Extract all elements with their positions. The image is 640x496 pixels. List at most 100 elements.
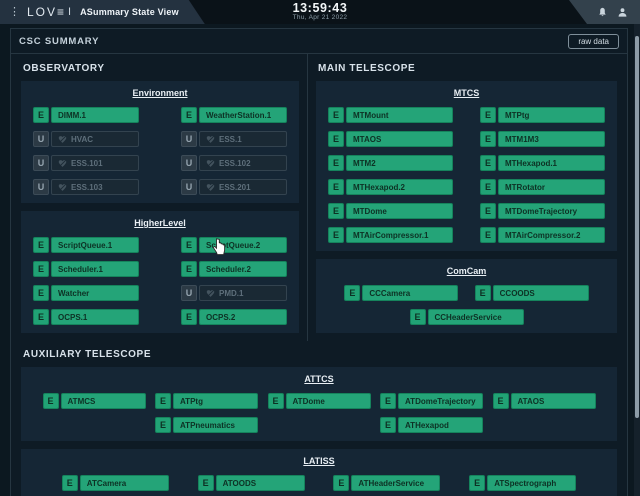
csc-chip[interactable]: U ESS.101 (33, 155, 139, 171)
csc-name: CCOODS (499, 288, 535, 298)
csc-name: ATDomeTrajectory (405, 396, 476, 406)
csc-chip[interactable]: U ESS.1 (181, 131, 287, 147)
csc-row: E MTMount E MTPtg (328, 107, 605, 123)
csc-chip[interactable]: E CCOODS (474, 285, 589, 301)
menu-icon[interactable]: ⋮ (9, 5, 20, 18)
csc-chip[interactable]: E ScriptQueue.1 (33, 237, 139, 253)
state-badge: E (492, 393, 509, 409)
csc-row: U ESS.101 U ESS.102 (33, 155, 287, 171)
state-badge: E (33, 107, 49, 123)
csc-chip[interactable]: E ATHexapod (380, 417, 483, 433)
csc-name: OCPS.2 (206, 312, 236, 322)
csc-chip[interactable]: E ATPtg (155, 393, 258, 409)
state-badge: E (33, 309, 49, 325)
heartbeat-lost-icon (206, 183, 215, 191)
state-badge: E (181, 309, 197, 325)
csc-name: Scheduler.1 (58, 264, 103, 274)
csc-chip[interactable]: E MTM2 (328, 155, 453, 171)
csc-chip[interactable]: E CCCamera (344, 285, 459, 301)
heartbeat-lost-icon (206, 135, 215, 143)
bell-icon[interactable] (597, 7, 608, 18)
csc-chip[interactable]: E MTDome (328, 203, 453, 219)
scrollbar-track[interactable] (634, 24, 640, 496)
csc-name: MTHexapod.1 (505, 158, 558, 168)
csc-row: E CCCamera E CCOODS (328, 285, 605, 301)
csc-name-box: MTDomeTrajectory (498, 203, 605, 219)
state-badge: U (33, 131, 49, 147)
love-logo: LOV ≡ I (27, 5, 73, 19)
csc-chip[interactable]: E MTM1M3 (480, 131, 605, 147)
csc-name: Scheduler.2 (206, 264, 251, 274)
state-badge: E (328, 131, 344, 147)
csc-chip[interactable]: U HVAC (33, 131, 139, 147)
csc-chip[interactable]: E MTHexapod.2 (328, 179, 453, 195)
group-higherlevel: HigherLevel E ScriptQueue.1 E ScriptQueue.2… (21, 211, 299, 333)
csc-name: ATOODS (222, 478, 257, 488)
scrollbar-thumb[interactable] (635, 36, 639, 418)
csc-chip[interactable]: E OCPS.1 (33, 309, 139, 325)
csc-chip[interactable]: E MTMount (328, 107, 453, 123)
csc-chip[interactable]: E ATMCS (42, 393, 146, 409)
csc-name-box: WeatherStation.1 (199, 107, 287, 123)
csc-name-box: MTDome (346, 203, 453, 219)
csc-name-box: MTM1M3 (498, 131, 605, 147)
csc-chip[interactable]: E MTHexapod.1 (480, 155, 605, 171)
csc-name-box: Watcher (51, 285, 139, 301)
csc-chip[interactable]: E Scheduler.1 (33, 261, 139, 277)
raw-data-button[interactable]: raw data (568, 34, 619, 49)
csc-chip[interactable]: E MTRotator (480, 179, 605, 195)
csc-chip[interactable]: E ATOODS (197, 475, 305, 491)
csc-name-box: ESS.201 (199, 179, 287, 195)
csc-chip[interactable]: E MTPtg (480, 107, 605, 123)
user-icon[interactable] (617, 7, 628, 18)
csc-name: ATHexapod (405, 420, 449, 430)
csc-chip[interactable]: E ATDome (267, 393, 371, 409)
csc-chip[interactable]: E MTDomeTrajectory (480, 203, 605, 219)
csc-row: E ScriptQueue.1 E ScriptQueue.2 (33, 237, 287, 253)
state-badge: E (328, 179, 344, 195)
csc-name: MTAirCompressor.2 (505, 230, 581, 240)
csc-chip[interactable]: E ATHeaderService (333, 475, 441, 491)
state-badge: U (33, 179, 49, 195)
csc-chip[interactable]: U ESS.201 (181, 179, 287, 195)
csc-chip[interactable]: U PMD.1 (181, 285, 287, 301)
csc-name-box: MTHexapod.1 (498, 155, 605, 171)
csc-chip[interactable]: E ATAOS (492, 393, 596, 409)
section-title-auxiliary-telescope: AUXILIARY TELESCOPE (23, 349, 152, 360)
csc-chip[interactable]: E ATDomeTrajectory (380, 393, 483, 409)
csc-chip[interactable]: E ATCamera (61, 475, 169, 491)
state-badge: E (480, 155, 496, 171)
csc-chip[interactable]: E ScriptQueue.2 (181, 237, 287, 253)
csc-chip[interactable]: U ESS.102 (181, 155, 287, 171)
csc-chip[interactable]: E ATSpectrograph (469, 475, 577, 491)
csc-chip[interactable]: E MTAirCompressor.2 (480, 227, 605, 243)
csc-chip[interactable]: E MTAOS (328, 131, 453, 147)
state-badge: E (155, 417, 171, 433)
csc-chip[interactable]: E Watcher (33, 285, 139, 301)
csc-name-box: MTHexapod.2 (346, 179, 453, 195)
csc-chip[interactable]: E Scheduler.2 (181, 261, 287, 277)
state-badge: E (155, 393, 171, 409)
csc-chip[interactable]: E OCPS.2 (181, 309, 287, 325)
csc-name-box: ATHexapod (398, 417, 483, 433)
csc-chip[interactable]: E WeatherStation.1 (181, 107, 287, 123)
csc-name: ATPneumatics (180, 420, 235, 430)
csc-name: MTHexapod.2 (353, 182, 406, 192)
csc-chip[interactable]: E MTAirCompressor.1 (328, 227, 453, 243)
csc-chip[interactable]: E DIMM.1 (33, 107, 139, 123)
csc-row: E MTAOS E MTM1M3 (328, 131, 605, 147)
csc-name: HVAC (71, 134, 94, 144)
csc-name-box: ATCamera (79, 475, 169, 491)
state-badge: E (380, 417, 396, 433)
csc-name: ESS.102 (219, 158, 251, 168)
csc-chip[interactable]: E CCHeaderService (409, 309, 524, 325)
csc-name-box: ATOODS (215, 475, 305, 491)
csc-name-box: HVAC (51, 131, 139, 147)
csc-name-box: ESS.102 (199, 155, 287, 171)
csc-name: ATSpectrograph (494, 478, 557, 488)
csc-name-box: ATPtg (173, 393, 258, 409)
csc-chip[interactable]: U ESS.103 (33, 179, 139, 195)
csc-chip[interactable]: E ATPneumatics (155, 417, 258, 433)
group-title-higherlevel: HigherLevel (134, 218, 186, 228)
csc-name-box: CCHeaderService (427, 309, 524, 325)
